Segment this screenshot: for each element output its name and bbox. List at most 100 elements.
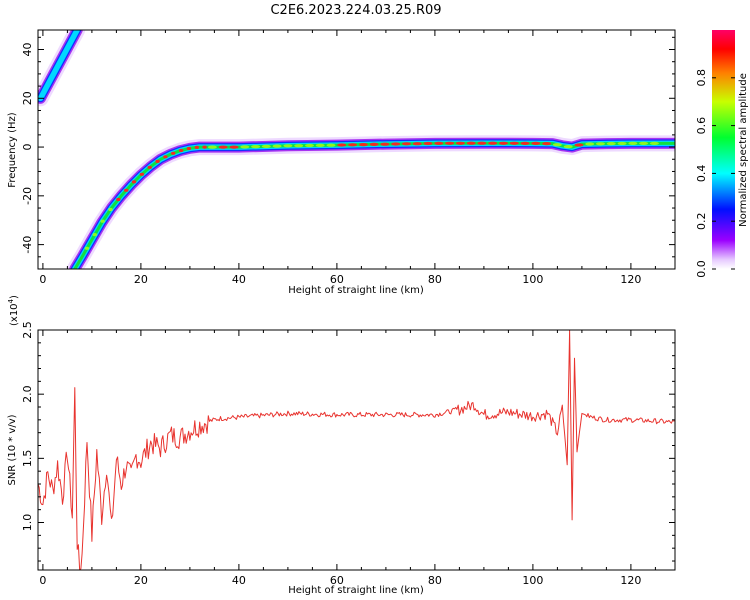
ridge-peak (124, 188, 129, 192)
ridge-peak (412, 142, 422, 146)
spectrogram-panel: 0 20 40 60 80 100 120 -40 -20 0 20 40 Height of str… (7, 29, 676, 296)
ridge-peak (147, 165, 152, 169)
ridge-peak (261, 144, 271, 148)
ridge-peak (163, 155, 168, 159)
ridge-peak (542, 142, 552, 146)
ridge-peak (207, 145, 217, 149)
y-tick-label: 2.5 (21, 321, 34, 339)
ridge-peak (488, 141, 498, 145)
snr-ylabel: SNR (10 * v/v) (7, 414, 18, 485)
ridge-peak (116, 197, 121, 202)
y-tick-label: 1.0 (21, 514, 34, 532)
ridge-peak (402, 142, 411, 146)
figure-title: C2E6.2023.224.03.25.R09 (270, 3, 441, 18)
ridge-peak (434, 141, 444, 145)
x-tick-label: 60 (330, 273, 344, 286)
x-tick-label: 40 (232, 273, 246, 286)
spectrogram-ylabel: Frequency (Hz) (7, 112, 18, 188)
ridge-peak (251, 145, 261, 149)
x-tick-label: 80 (428, 273, 442, 286)
snr-frame (37, 329, 676, 571)
ridge-peak (108, 207, 113, 212)
snr-multiplier-label: (x104) (7, 295, 20, 326)
x-tick-label: 120 (620, 273, 641, 286)
ridge-peak (380, 142, 390, 146)
snr-ticks: 0 20 40 60 80 100 120 1.0 1.5 2.0 2.5 (21, 321, 675, 587)
x-tick-label: 80 (428, 574, 442, 587)
colorbar-gradient (712, 30, 735, 269)
ridge-peak (100, 219, 105, 223)
ridge-peak (272, 144, 282, 148)
ridge-band (69, 137, 675, 269)
x-tick-label: 100 (522, 273, 543, 286)
x-tick-label: 20 (134, 273, 148, 286)
ridge-peak (563, 145, 573, 149)
ridge-peak (585, 142, 595, 146)
ridge-peak (194, 145, 199, 149)
ridge-peak (305, 143, 314, 148)
colorbar-tick-label: 0.6 (695, 117, 708, 135)
ridge-peak (202, 145, 207, 149)
colorbar-tick-label: 0.8 (695, 69, 708, 87)
ridge-peak (574, 143, 584, 147)
y-tick-label: -20 (21, 187, 34, 205)
x-tick-label: 40 (232, 574, 246, 587)
ridge-peak (466, 141, 476, 145)
colorbar-tick-label: 0.2 (695, 212, 708, 230)
ridge-peak (369, 142, 379, 146)
ridge-peak (477, 141, 487, 145)
y-tick-label: -40 (21, 236, 34, 254)
snr-panel: 0 20 40 60 80 100 120 1.0 1.5 2.0 2.5 Height of st… (7, 295, 676, 596)
ridge-peak (596, 142, 605, 146)
ridge-peak (358, 143, 368, 147)
ridge-peak (509, 141, 519, 145)
ridge-peak (84, 246, 90, 250)
snr-series-line (38, 330, 675, 570)
ridge-peak (639, 141, 649, 145)
x-tick-label: 60 (330, 574, 344, 587)
ridge-peak (229, 145, 239, 149)
colorbar-tick-label: 0.0 (695, 260, 708, 278)
ridge-peak (423, 141, 433, 146)
ridge-peak (552, 143, 562, 147)
y-tick-label: 40 (21, 43, 34, 57)
colorbar: 0.0 0.2 0.4 0.6 0.8 Normalized spectral ampl… (695, 30, 749, 278)
x-tick-label: 100 (522, 574, 543, 587)
x-tick-label: 20 (134, 574, 148, 587)
y-tick-label: 0 (21, 144, 34, 151)
ridge-peak (92, 233, 98, 237)
ridge-peak (218, 145, 228, 149)
snr-xlabel: Height of straight line (km) (288, 585, 424, 596)
ridge-peak (326, 143, 336, 147)
ridge-peak (649, 141, 659, 145)
x-tick-label: 0 (39, 574, 46, 587)
ridge-peak (606, 142, 616, 146)
x-tick-label: 0 (39, 273, 46, 286)
spectrogram-ticks: 0 20 40 60 80 100 120 -40 -20 0 20 40 (21, 30, 675, 286)
spectrogram-xlabel: Height of straight line (km) (288, 285, 424, 296)
ridge-peak (240, 145, 250, 149)
ridge-peak (178, 148, 184, 153)
ridge-peak (186, 146, 192, 151)
ridge-peak (171, 151, 176, 155)
colorbar-tick-label: 0.4 (695, 165, 708, 183)
y-tick-label: 1.5 (21, 450, 34, 468)
ridge-peak (531, 141, 541, 145)
ridge-peak (294, 144, 304, 148)
ridge-peak (628, 141, 638, 145)
ridge-peak (283, 144, 293, 148)
ridge-peak (337, 143, 347, 147)
ridge-peak (617, 141, 627, 146)
ridge-peak (499, 141, 508, 145)
ridge-peak (155, 159, 160, 163)
ridge-peak (131, 180, 137, 184)
ridge-peak (139, 172, 145, 176)
y-tick-label: 20 (21, 91, 34, 105)
spectral-ridges (38, 30, 675, 269)
y-tick-label: 2.0 (21, 385, 34, 403)
ridge-peak (348, 143, 358, 147)
colorbar-ticks: 0.0 0.2 0.4 0.6 0.8 (695, 69, 735, 278)
ridge-peak (455, 141, 465, 145)
ridge-peak (391, 142, 401, 146)
